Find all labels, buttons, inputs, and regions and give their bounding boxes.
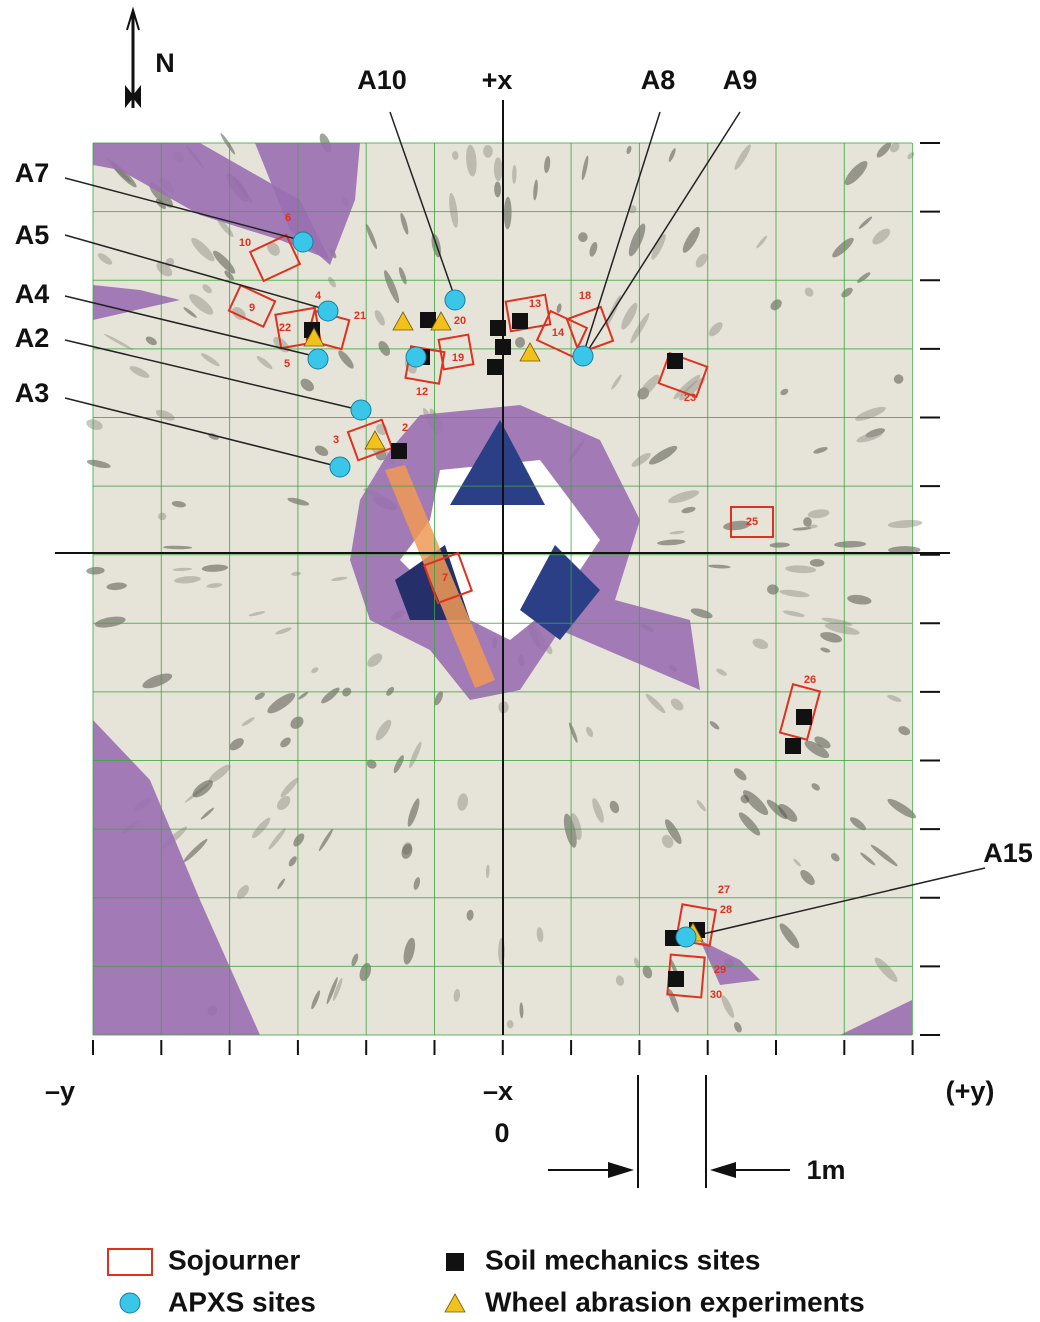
- site-number: 2: [402, 422, 408, 434]
- apxs-label: A9: [723, 65, 758, 95]
- site-number: 7: [442, 572, 448, 584]
- soil-site: [668, 971, 684, 987]
- soil-site: [796, 709, 812, 725]
- site-number: 25: [746, 516, 758, 528]
- site-number: 29: [714, 964, 726, 976]
- scale-label: 1m: [806, 1155, 845, 1185]
- site-number: 10: [239, 237, 251, 249]
- site-number: 9: [249, 302, 255, 314]
- apxs-site: [351, 400, 371, 420]
- legend-label: Sojourner: [168, 1244, 300, 1275]
- scale-arrowhead: [608, 1162, 634, 1178]
- abrasion-site: [445, 1294, 465, 1312]
- axis-label: +x: [482, 65, 513, 95]
- apxs-label: A15: [983, 838, 1033, 868]
- apxs-site: [318, 301, 338, 321]
- site-number: 27: [718, 884, 730, 896]
- site-number: 14: [552, 327, 565, 339]
- site-number: 23: [684, 392, 696, 404]
- compass-label: N: [155, 48, 175, 78]
- apxs-site: [293, 232, 313, 252]
- soil-site: [495, 339, 511, 355]
- soil-site: [487, 359, 503, 375]
- site-number: 30: [710, 989, 722, 1001]
- site-number: 19: [452, 352, 464, 364]
- apxs-label: A2: [15, 323, 50, 353]
- site-number: 18: [579, 290, 591, 302]
- soil-site: [667, 353, 683, 369]
- site-number: 22: [279, 322, 291, 334]
- apxs-site: [676, 927, 696, 947]
- axis-label: –x: [483, 1076, 513, 1106]
- site-number: 4: [315, 290, 322, 302]
- apxs-site: [308, 349, 328, 369]
- site-number: 20: [454, 315, 466, 327]
- site-number: 13: [529, 298, 541, 310]
- apxs-site: [330, 457, 350, 477]
- soil-site: [446, 1253, 464, 1271]
- legend-swatch: [108, 1249, 152, 1275]
- site-number: 26: [804, 674, 816, 686]
- legend-label: APXS sites: [168, 1286, 316, 1317]
- site-number: 28: [720, 904, 732, 916]
- axis-label: –y: [45, 1076, 75, 1106]
- axis-label: (+y): [946, 1076, 995, 1106]
- site-number: 21: [354, 310, 366, 322]
- apxs-label: A4: [15, 279, 50, 309]
- apxs-site: [573, 346, 593, 366]
- soil-site: [512, 313, 528, 329]
- apxs-label: A10: [357, 65, 407, 95]
- legend-label: Soil mechanics sites: [485, 1244, 760, 1275]
- soil-site: [391, 443, 407, 459]
- soil-site: [490, 320, 506, 336]
- legend-label: Wheel abrasion experiments: [485, 1286, 865, 1317]
- apxs-label: A5: [15, 220, 50, 250]
- soil-site: [785, 738, 801, 754]
- sojourner-map: 610942122520121913141823232572627282930A…: [0, 0, 1040, 1322]
- site-number: 5: [284, 358, 290, 370]
- axis-label: 0: [494, 1118, 509, 1148]
- apxs-site: [120, 1293, 140, 1313]
- site-number: 12: [416, 386, 428, 398]
- apxs-label: A3: [15, 378, 50, 408]
- apxs-label: A8: [641, 65, 676, 95]
- apxs-site: [445, 290, 465, 310]
- apxs-site: [406, 347, 426, 367]
- apxs-label: A7: [15, 158, 50, 188]
- scale-arrowhead: [710, 1162, 736, 1178]
- site-number: 3: [333, 434, 339, 446]
- site-number: 6: [285, 212, 291, 224]
